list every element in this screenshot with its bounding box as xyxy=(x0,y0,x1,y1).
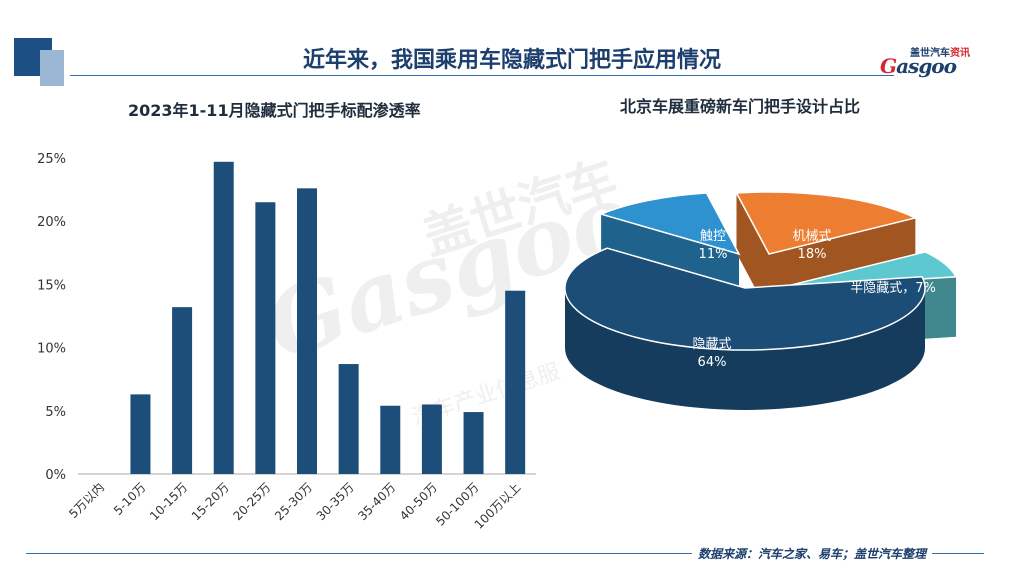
pie-slice xyxy=(598,192,741,256)
x-tick-label: 40-50万 xyxy=(397,480,440,523)
x-tick-label: 5-10万 xyxy=(111,480,149,518)
title-divider xyxy=(70,75,894,76)
pie-value-label: 18% xyxy=(798,247,827,262)
pie-chart-title: 北京车展重磅新车门把手设计占比 xyxy=(620,97,861,116)
bar-chart-title: 2023年1-11月隐藏式门把手标配渗透率 xyxy=(128,101,421,120)
x-tick-label: 15-20万 xyxy=(189,480,232,523)
source-note: 数据来源：汽车之家、易车；盖世汽车整理 xyxy=(691,545,932,562)
bar xyxy=(505,290,526,474)
pie-label: 半隐藏式，7% xyxy=(850,281,936,296)
x-tick-label: 35-40万 xyxy=(355,480,398,523)
x-tick-label: 20-25万 xyxy=(230,480,273,523)
y-tick-label: 5% xyxy=(45,405,66,420)
pie-label: 机械式 xyxy=(792,229,831,244)
pie-slice-side xyxy=(565,288,925,410)
bar xyxy=(172,307,193,474)
corner-accent-light xyxy=(40,50,64,86)
pie-chart: 隐藏式 64% 触控 11% 机械式 18% 半隐藏式，7% xyxy=(564,191,958,410)
y-tick-label: 0% xyxy=(45,468,66,483)
bar xyxy=(421,404,442,474)
pie-label: 触控 xyxy=(700,229,726,244)
y-tick-label: 20% xyxy=(37,215,66,230)
bar xyxy=(338,364,359,474)
x-tick-label: 10-15万 xyxy=(147,480,190,523)
bar xyxy=(463,412,484,474)
pie-slice xyxy=(735,191,918,255)
gasgoo-logo: 盖世汽车资讯 Gasgoo xyxy=(880,44,990,78)
page-title: 近年来，我国乘用车隐藏式门把手应用情况 xyxy=(302,48,721,73)
logo-top-text: 盖世汽车资讯 xyxy=(910,48,970,59)
footer-divider xyxy=(26,553,984,554)
pie-value-label: 64% xyxy=(698,355,727,370)
x-tick-label: 30-35万 xyxy=(314,480,357,523)
bar xyxy=(297,188,317,474)
pie-slice xyxy=(564,247,926,351)
y-tick-label: 25% xyxy=(37,152,66,167)
bar xyxy=(213,161,234,475)
bar xyxy=(255,202,276,475)
bar xyxy=(130,394,151,474)
x-tick-label: 5万以内 xyxy=(66,480,107,521)
pie-slice-wall xyxy=(736,193,769,314)
bar xyxy=(380,405,401,474)
pie-label: 隐藏式 xyxy=(692,337,731,352)
logo-wordmark: Gasgoo xyxy=(880,54,957,78)
y-tick-label: 15% xyxy=(37,278,66,293)
x-tick-label: 25-30万 xyxy=(272,480,315,523)
bar-chart: 0% 5% 10% 15% 20% 25% 5万以内 5-10万10-15万15-20万20-… xyxy=(37,152,536,532)
pie-value-label: 11% xyxy=(699,247,728,262)
y-tick-label: 10% xyxy=(37,342,66,357)
